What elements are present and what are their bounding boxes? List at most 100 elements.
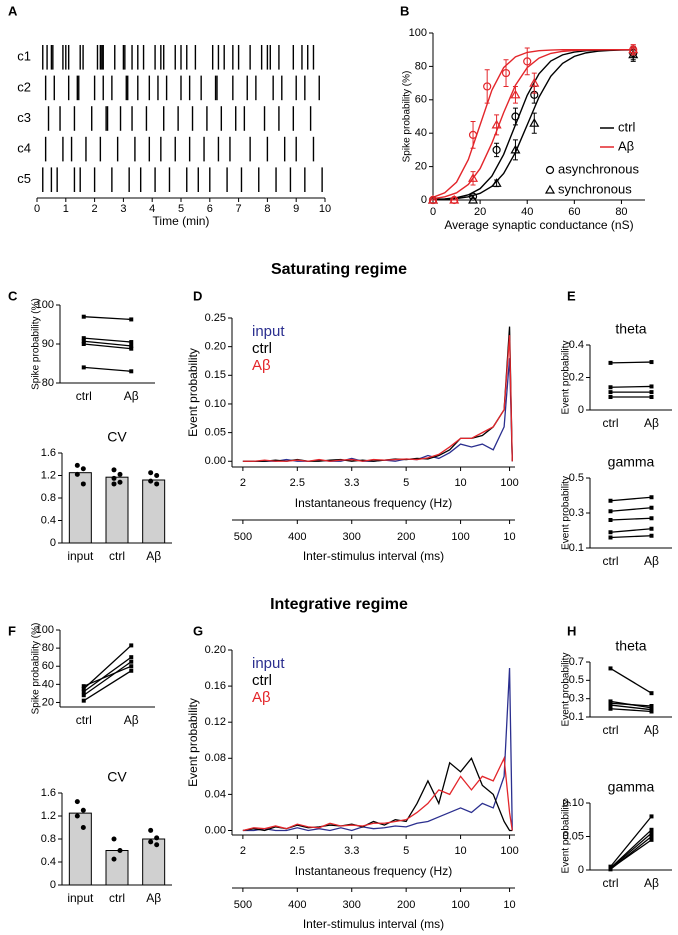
y-tick-label: 0.3: [569, 693, 584, 705]
panel-label: A: [8, 3, 18, 18]
pair-point: [608, 385, 613, 390]
x-tick-label: input: [67, 891, 94, 905]
error-bar: [531, 112, 537, 134]
pair-line: [610, 708, 652, 713]
x-tick-label: Aβ: [644, 554, 659, 568]
x-tick-label: 10: [454, 477, 466, 489]
x-tick-label: 10: [503, 531, 515, 543]
pair-point: [608, 530, 613, 535]
panel-label: B: [400, 3, 409, 18]
y-tick-label: 0.4: [41, 514, 56, 526]
x-tick-label: 1: [63, 203, 69, 215]
y-axis-label: Spike probability (%): [31, 298, 42, 390]
error-bar: [484, 69, 490, 104]
legend-label: ctrl: [252, 340, 272, 357]
x-tick-label: Aβ: [644, 876, 659, 890]
legend-label: synchronous: [558, 181, 632, 196]
data-point: [74, 813, 80, 819]
legend-label: ctrl: [618, 119, 635, 134]
pair-point: [81, 689, 86, 694]
series-line: [242, 335, 513, 462]
x-tick-label: 0: [430, 206, 436, 218]
error-bar: [524, 47, 530, 76]
legend-label: Aβ: [252, 689, 271, 706]
pair-point: [81, 339, 86, 344]
row-label: c3: [17, 110, 31, 125]
legend-label: input: [252, 655, 285, 672]
x-tick-label: ctrl: [603, 723, 619, 737]
pair-line: [610, 839, 652, 870]
y-tick-label: 0.5: [569, 674, 584, 686]
error-bar: [512, 85, 518, 104]
x-tick-label: Aβ: [146, 891, 161, 905]
bar: [68, 472, 92, 544]
data-point: [111, 836, 117, 842]
y-tick-label: 0.05: [563, 830, 584, 842]
pair-point: [608, 395, 613, 399]
panel-label: D: [193, 288, 202, 303]
triangle-marker: [628, 44, 639, 54]
pair-point: [649, 384, 654, 389]
y-tick-label: 0.4: [569, 339, 584, 351]
x-tick-label: 3: [120, 203, 126, 215]
pair-line: [610, 829, 652, 869]
pair-line: [609, 815, 653, 868]
x-tick-label: 100: [451, 531, 469, 543]
data-point: [74, 471, 80, 477]
pair-point: [649, 837, 654, 842]
data-point: [154, 481, 160, 487]
x-tick-label: 400: [288, 531, 306, 543]
pair-line: [610, 832, 652, 870]
y-axis-label: Spike probability (%): [31, 623, 42, 715]
y-axis-label: Event probability: [561, 341, 572, 415]
pair-point: [81, 693, 86, 698]
pair-point: [129, 659, 134, 664]
bar: [68, 812, 92, 886]
x2-axis-label: Inter-stimulus interval (ms): [303, 917, 444, 931]
data-point: [148, 478, 154, 484]
x-tick-label: 60: [568, 206, 580, 218]
x-tick-label: 500: [234, 899, 252, 911]
y-tick-label: 0.10: [563, 797, 584, 809]
pair-line: [610, 361, 652, 364]
data-point: [148, 839, 154, 845]
x-tick-label: 2: [92, 203, 98, 215]
y-tick-label: 0: [50, 879, 56, 891]
x-tick-label: 9: [293, 203, 299, 215]
bar: [105, 850, 129, 886]
y-tick-label: 80: [42, 377, 54, 389]
row-label: c2: [17, 79, 31, 94]
pair-point: [649, 505, 654, 510]
triangle-marker: [491, 178, 502, 187]
y-tick-label: 100: [36, 624, 54, 636]
pair-point: [129, 668, 134, 673]
chart-title: gamma: [608, 779, 655, 795]
y-tick-label: 0.2: [569, 371, 584, 383]
pair-point: [81, 336, 86, 341]
circle-marker: [483, 82, 492, 91]
bar: [105, 476, 129, 544]
legend-label: Aβ: [618, 138, 634, 153]
y-tick-label: 0.20: [205, 644, 226, 656]
pair-point: [129, 346, 134, 351]
series-line: [242, 757, 513, 832]
x-tick-label: 40: [521, 206, 533, 218]
chart-title: CV: [107, 429, 127, 445]
pair-point: [608, 703, 613, 708]
triangle-marker: [510, 144, 521, 154]
triangle-marker: [468, 173, 479, 182]
y-tick-label: 0.3: [569, 507, 584, 519]
pair-point: [649, 516, 654, 521]
y-tick-label: 0.10: [205, 398, 226, 410]
pair-point: [649, 834, 654, 839]
pair-point: [81, 698, 86, 703]
x-axis-label: Average synaptic conductance (nS): [444, 218, 633, 232]
y-axis-label: Event probability: [186, 698, 200, 787]
section-heading: Integrative regime: [270, 596, 408, 613]
y-tick-label: 40: [415, 127, 427, 139]
pair-point: [608, 498, 613, 503]
pair-point: [608, 509, 613, 514]
y-tick-label: 0.8: [41, 492, 56, 504]
data-point: [80, 481, 86, 487]
y-tick-label: 0.1: [569, 711, 584, 723]
